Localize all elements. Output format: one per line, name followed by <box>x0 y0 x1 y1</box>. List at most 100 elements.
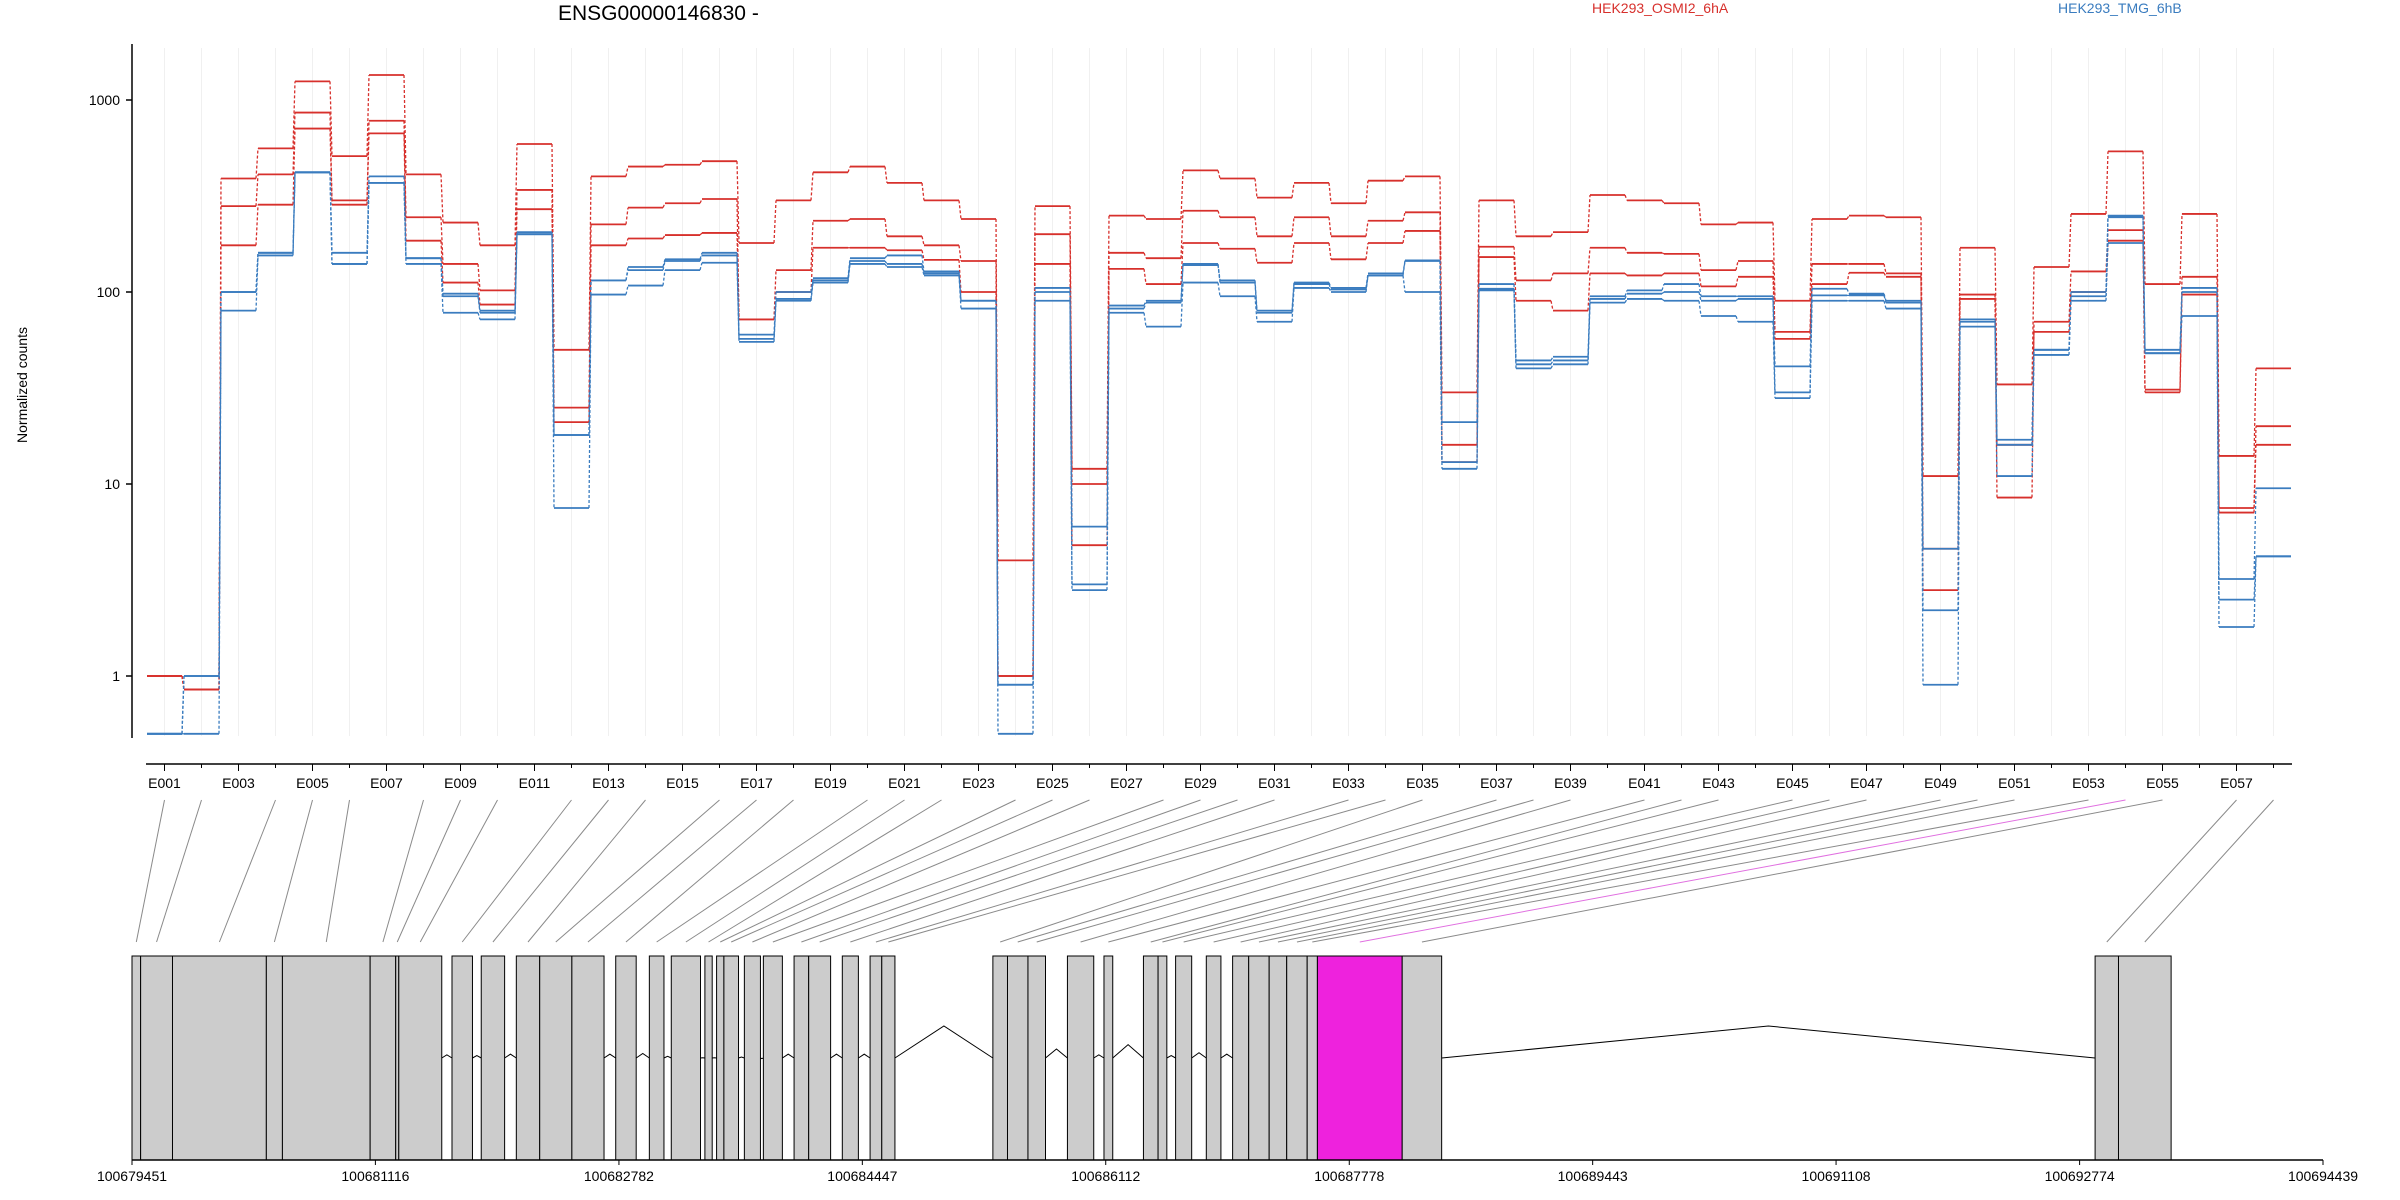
series-connector <box>1957 247 1961 477</box>
exon-box <box>480 955 506 1161</box>
series-connector <box>921 255 925 272</box>
series-connector <box>2179 315 2183 354</box>
exon-box <box>743 955 761 1161</box>
series-connector <box>1402 212 1406 221</box>
exon-connector-line <box>1277 799 1978 943</box>
intron-line <box>1045 1048 1068 1059</box>
series-connector <box>1180 282 1184 327</box>
series-connector <box>1846 215 1850 220</box>
series-connector <box>1772 276 1776 339</box>
exon-connectors <box>135 799 2274 943</box>
exon-box <box>1286 955 1308 1161</box>
exon-connector-line <box>396 799 461 943</box>
series-connector <box>736 262 740 342</box>
series-connector <box>1624 298 1628 303</box>
series-connector <box>1735 276 1739 287</box>
exon-box <box>1027 955 1047 1161</box>
x-tick-label: E049 <box>1924 775 1957 791</box>
series-connector <box>1402 275 1406 293</box>
exon-box <box>793 955 810 1161</box>
exon-box <box>670 955 702 1161</box>
series-connector <box>884 218 888 237</box>
exon-box <box>451 955 473 1161</box>
series-connector <box>1328 182 1332 204</box>
series-connector <box>1550 360 1554 365</box>
series-connector <box>1587 247 1591 274</box>
legend-label-osmi2: HEK293_OSMI2_6hA <box>1592 0 1729 16</box>
series-connector <box>292 128 296 205</box>
exon-connector-line <box>1150 799 1682 943</box>
exon-connector-line <box>555 799 720 943</box>
series-connector <box>625 207 629 225</box>
series-connector <box>1513 290 1517 369</box>
series-connector <box>1069 300 1073 591</box>
series-connector <box>2068 213 2072 268</box>
series-connector <box>2068 300 2072 355</box>
series-connector <box>847 218 851 222</box>
series-connector <box>218 310 222 734</box>
exon-connector-line <box>752 799 1090 943</box>
series-connector <box>1032 263 1036 677</box>
intron-line <box>1166 1055 1176 1059</box>
series-connector <box>1587 302 1591 365</box>
series-connector <box>773 291 777 320</box>
x-tick-label: E031 <box>1258 775 1291 791</box>
x-tick-label: E013 <box>592 775 625 791</box>
exon-box <box>992 955 1008 1161</box>
series-connector <box>181 675 185 734</box>
intron-line <box>782 1053 795 1059</box>
exon-box <box>369 955 397 1161</box>
x-tick-label: E027 <box>1110 775 1143 791</box>
series-connector <box>1217 210 1221 218</box>
series-connector <box>1180 210 1184 259</box>
series-connector <box>255 148 259 179</box>
series-connector <box>1735 315 1739 322</box>
exon-connector-line <box>527 799 646 943</box>
series-connector <box>847 166 851 173</box>
exon-box <box>762 955 783 1161</box>
x-tick-label: E033 <box>1332 775 1365 791</box>
series-connector <box>2142 151 2146 285</box>
series-connector <box>1624 194 1628 201</box>
series-connector <box>2253 488 2257 580</box>
exon-connector-line <box>325 799 350 943</box>
exon-connector-line <box>850 799 1275 943</box>
series-connector <box>366 176 370 253</box>
series-connector <box>477 296 481 313</box>
series-connector <box>662 260 666 271</box>
series-connector <box>255 204 259 246</box>
series-connector <box>2253 556 2257 600</box>
series-connector <box>1069 206 1073 469</box>
exon-box <box>841 955 859 1161</box>
series-connector <box>1291 287 1295 322</box>
intron-line <box>663 1055 672 1059</box>
intron-line <box>894 1025 994 1059</box>
series-connector <box>1587 273 1591 311</box>
x-tick-label: E011 <box>519 775 551 791</box>
exon-connector-line <box>1359 799 2126 943</box>
x-tick-label: E053 <box>2072 775 2105 791</box>
x-tick-label: E007 <box>370 775 403 791</box>
series-connector <box>1106 312 1110 591</box>
series-connector <box>551 232 555 435</box>
x-tick-label: E045 <box>1776 775 1809 791</box>
series-connector <box>884 255 888 259</box>
x-tick-label: E005 <box>296 775 329 791</box>
genomic-tick-label: 100691108 <box>1802 1168 1871 1184</box>
exon-box <box>265 955 283 1161</box>
exon-connector-line <box>1036 799 1534 943</box>
series-tmg-4 <box>147 171 2291 735</box>
genomic-tick-label: 100684447 <box>827 1168 897 1184</box>
exon-box <box>515 955 541 1161</box>
series-connector <box>1143 312 1147 327</box>
series-connector <box>1698 273 1702 287</box>
series-connector <box>921 250 925 261</box>
series-connector <box>1846 288 1850 294</box>
series-connector <box>1772 321 1776 399</box>
exon-connector-line <box>801 799 1201 943</box>
x-tick-label: E021 <box>888 775 921 791</box>
exon-box <box>1066 955 1095 1161</box>
series-connector <box>736 255 740 339</box>
series-connector <box>588 294 592 508</box>
